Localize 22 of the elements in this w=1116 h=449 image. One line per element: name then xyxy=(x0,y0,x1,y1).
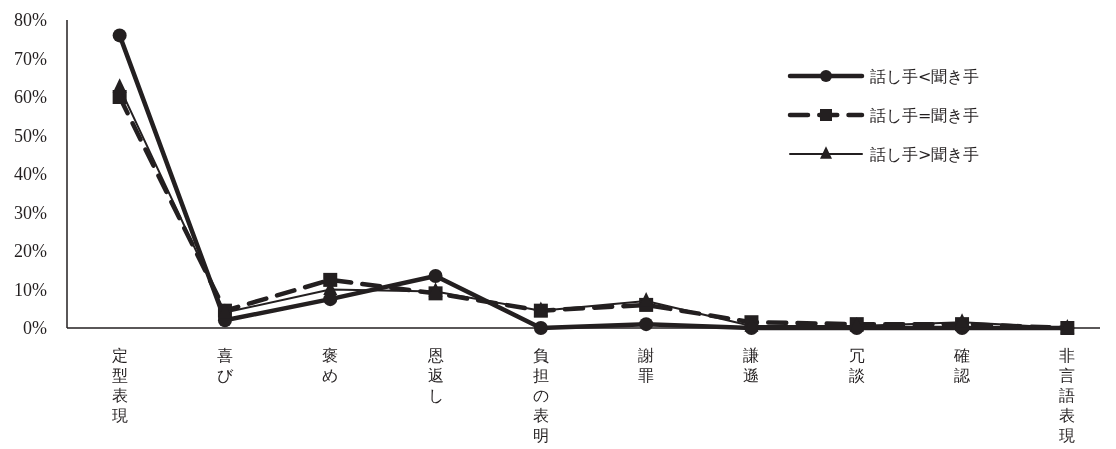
y-tick-label: 0% xyxy=(23,318,47,338)
y-tick-label: 50% xyxy=(14,125,47,146)
x-tick-label: 冗談 xyxy=(848,346,865,385)
y-tick-label: 30% xyxy=(14,202,47,223)
y-tick-label: 20% xyxy=(14,241,47,261)
x-tick-label: 非言語表現 xyxy=(1059,346,1076,445)
x-tick-label: 褒め xyxy=(322,346,339,385)
x-tick-label: 定型表現 xyxy=(111,346,128,425)
x-tick-label: 謙遜 xyxy=(743,346,760,385)
y-tick-label: 70% xyxy=(14,48,47,69)
x-tick-label: 確認 xyxy=(953,346,971,385)
legend-label: 話し手<聞き手 xyxy=(870,67,980,86)
x-tick-label: 負担の表明 xyxy=(532,346,549,445)
x-tick-label: 喜び xyxy=(216,346,234,385)
x-tick-label: 謝罪 xyxy=(638,346,655,385)
y-tick-label: 60% xyxy=(14,87,47,107)
x-tick-label: 恩返し xyxy=(426,346,444,405)
y-tick-label: 10% xyxy=(14,279,47,300)
legend-label: 話し手>聞き手 xyxy=(870,145,980,164)
legend-label: 話し手=聞き手 xyxy=(870,106,980,125)
y-tick-label: 80% xyxy=(14,10,47,30)
y-tick-label: 40% xyxy=(14,164,47,184)
